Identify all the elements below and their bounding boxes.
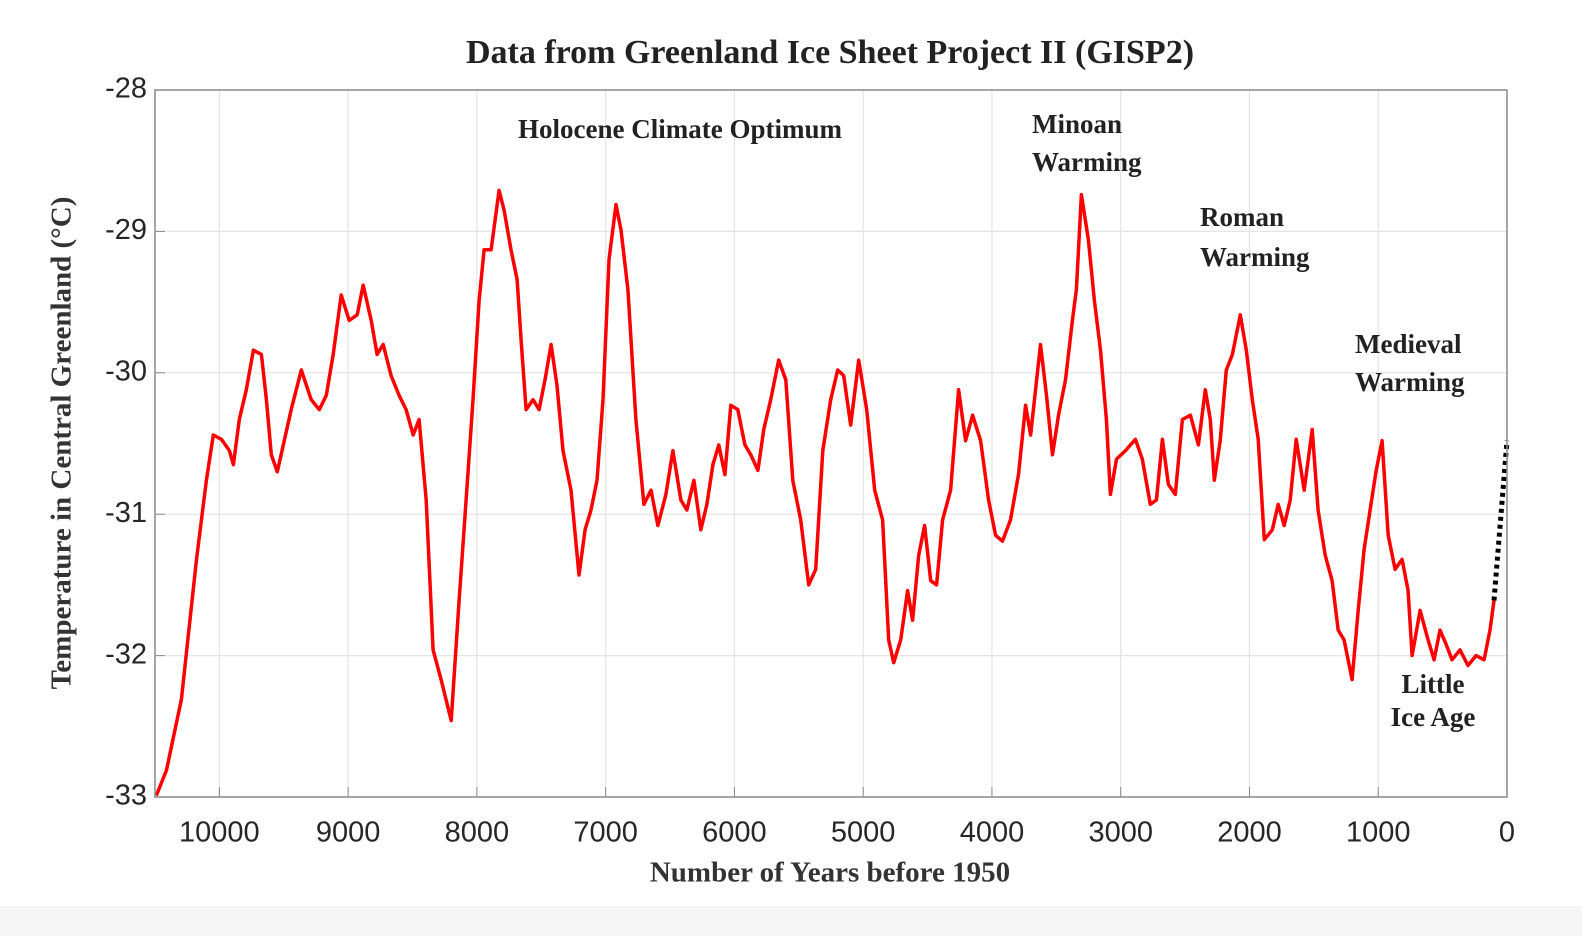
- x-axis-label: Number of Years before 1950: [650, 857, 1010, 889]
- annotation: Ice Age: [1391, 702, 1476, 732]
- temperature-line: [154, 188, 1496, 797]
- y-tick-label: -33: [105, 780, 147, 812]
- y-tick-label: -30: [105, 355, 147, 387]
- dotted-line: [1491, 440, 1510, 601]
- bottom-strip: [0, 906, 1582, 936]
- annotation: Roman: [1200, 202, 1284, 232]
- y-tick-label: -28: [105, 73, 147, 105]
- x-tick-label: 1000: [1346, 817, 1411, 849]
- plot: [154, 188, 1510, 797]
- annotation: Minoan: [1032, 109, 1122, 139]
- annotation: Warming: [1355, 367, 1465, 397]
- y-tick-label: -31: [105, 497, 147, 529]
- x-tick-label: 6000: [702, 817, 767, 849]
- y-tick-label: -32: [105, 638, 147, 670]
- plot-frame: [154, 89, 1508, 798]
- x-tick-label: 10000: [179, 817, 260, 849]
- annotation: Warming: [1032, 147, 1142, 177]
- y-tick-label: -29: [105, 214, 147, 246]
- x-tick-label: 8000: [445, 817, 510, 849]
- y-axis-label: Temperature in Central Greenland (°C): [46, 197, 78, 690]
- x-tick-label: 2000: [1217, 817, 1282, 849]
- x-tick-label: 3000: [1088, 817, 1153, 849]
- annotation: Little: [1402, 669, 1465, 699]
- x-tick-label: 5000: [831, 817, 896, 849]
- x-tick-label: 0: [1499, 817, 1515, 849]
- annotation: Holocene Climate Optimum: [518, 114, 842, 144]
- x-tick-label: 9000: [316, 817, 381, 849]
- x-tick-label: 7000: [573, 817, 638, 849]
- x-tick-label: 4000: [960, 817, 1025, 849]
- chart-title: Data from Greenland Ice Sheet Project II…: [466, 34, 1194, 71]
- annotation: Medieval: [1355, 329, 1462, 359]
- annotation: Warming: [1200, 242, 1310, 272]
